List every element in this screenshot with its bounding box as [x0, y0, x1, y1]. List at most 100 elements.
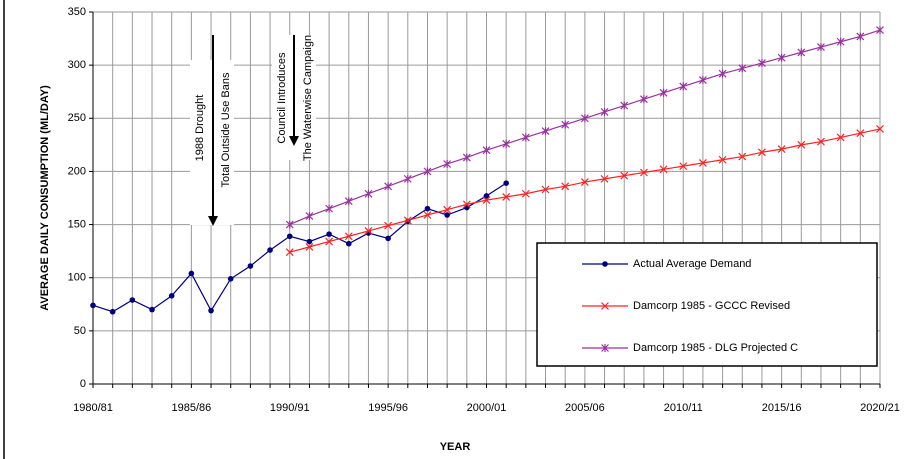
annotation: Council Introduces The Waterwise Campaig… [272, 35, 316, 161]
point [286, 233, 293, 240]
arrowhead [208, 216, 218, 226]
x-tick-label: 1985/86 [171, 402, 211, 414]
legend: Actual Average Demand Damcorp 1985 - GCCC… [536, 242, 878, 367]
point [600, 174, 609, 183]
point [168, 292, 175, 299]
point [639, 95, 648, 104]
annotation-text: The Waterwise Campaign [302, 35, 314, 161]
point [521, 189, 530, 198]
point [639, 168, 648, 177]
y-tick-label: 50 [74, 325, 86, 337]
point [817, 137, 825, 146]
point [208, 307, 214, 314]
point [659, 165, 668, 174]
point [836, 133, 845, 142]
point [462, 153, 471, 162]
point [777, 145, 786, 154]
y-tick-label: 0 [80, 378, 86, 390]
legend-label: Actual Average Demand [633, 258, 751, 270]
x-tick-label: 2005/06 [565, 402, 605, 414]
point [502, 139, 511, 148]
arrowhead [289, 136, 299, 146]
point [267, 247, 273, 253]
point [444, 212, 450, 218]
point [443, 205, 452, 214]
point [856, 129, 865, 138]
y-tick-label: 200 [68, 165, 86, 177]
x-tick-label: 2010/11 [664, 402, 703, 414]
point [345, 240, 352, 247]
point [384, 182, 393, 191]
point [129, 297, 136, 303]
point [462, 200, 471, 209]
point [699, 76, 707, 85]
point [423, 167, 432, 176]
point [817, 43, 825, 52]
x-tick-label: 1980/81 [73, 402, 113, 414]
point [521, 133, 530, 142]
y-tick-label: 350 [68, 6, 86, 18]
point [188, 270, 195, 277]
annotation: 1988 Drought Total Outside Use Bans [190, 35, 234, 226]
point [247, 263, 254, 269]
point [758, 148, 766, 157]
point [876, 26, 884, 35]
point [305, 212, 314, 221]
point [856, 32, 865, 41]
point [423, 211, 432, 219]
point [403, 216, 412, 225]
point [285, 248, 294, 257]
point [580, 114, 589, 123]
annotation-text: Council Introduces [276, 52, 288, 144]
point [561, 120, 570, 129]
y-tick-label: 100 [68, 272, 86, 284]
y-tick-label: 300 [68, 59, 86, 71]
legend-label: Damcorp 1985 - GCCC Revised [633, 300, 790, 312]
point [385, 235, 391, 242]
legend-marker [602, 261, 608, 267]
point [718, 69, 727, 78]
point [738, 152, 747, 161]
legend-label: Damcorp 1985 - DLG Projected C [633, 342, 798, 354]
point [344, 232, 353, 241]
point [659, 88, 668, 97]
point [403, 174, 412, 183]
y-axis-title: AVERAGE DAILY CONSUMPTION (ML/DAY) [39, 85, 51, 311]
y-tick-label: 250 [68, 112, 86, 124]
point [227, 275, 234, 282]
point [285, 220, 294, 229]
x-axis-title: YEAR [440, 441, 471, 453]
point [758, 59, 766, 68]
point [364, 227, 373, 235]
point [364, 189, 373, 198]
point [384, 221, 393, 230]
point [326, 231, 332, 237]
point [344, 197, 353, 206]
point [503, 180, 509, 186]
point [679, 162, 688, 171]
point [699, 159, 707, 167]
x-tick-label: 1995/96 [368, 402, 408, 414]
point [443, 159, 452, 168]
point [482, 146, 491, 155]
point [561, 182, 570, 191]
point [738, 64, 747, 73]
point [797, 140, 806, 149]
point [620, 101, 629, 110]
point [483, 193, 490, 199]
legend-marker [601, 344, 609, 352]
point [325, 204, 334, 213]
point [424, 205, 431, 212]
point [876, 124, 884, 133]
point [305, 242, 314, 251]
point [679, 82, 688, 91]
series-line [92, 182, 507, 313]
point [541, 185, 550, 194]
point [580, 178, 589, 186]
x-tick-label: 1990/91 [270, 402, 310, 414]
point [149, 306, 155, 313]
point [836, 37, 845, 46]
point [600, 107, 609, 116]
point [90, 302, 96, 309]
